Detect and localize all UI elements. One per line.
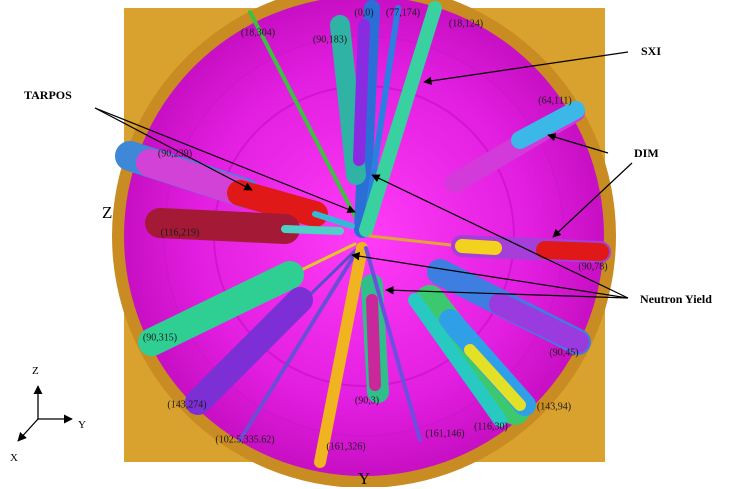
dim-arrow xyxy=(547,133,609,154)
z-axis-label: Z xyxy=(102,203,113,222)
port-label: (90,315) xyxy=(142,332,178,344)
diagnostic-tube xyxy=(138,261,304,356)
sxi-label: SXI xyxy=(641,44,662,58)
diagnostic-tube xyxy=(314,242,368,468)
port-label: (64,111) xyxy=(538,95,572,107)
diagnostic-tube xyxy=(136,149,254,206)
diagnostic-tube xyxy=(455,239,502,255)
port-label: (90,3) xyxy=(354,395,380,407)
callout-arrows xyxy=(94,51,633,299)
diagnostic-tube xyxy=(364,246,422,442)
dim-label: DIM xyxy=(634,146,659,160)
neutron-yield-label: Neutron Yield xyxy=(640,292,712,306)
diagnostic-tube xyxy=(281,225,344,235)
diagnostic-tube xyxy=(536,241,609,261)
neutron-yield-arrow xyxy=(385,286,629,299)
diagnostic-tube xyxy=(359,1,442,237)
diagnostic-tube xyxy=(312,211,355,229)
neutron-yield-arrow xyxy=(371,174,629,299)
port-label: (90,239) xyxy=(157,148,193,160)
y-axis-label: Y xyxy=(358,469,371,488)
sxi-arrow xyxy=(423,51,629,86)
port-label: (0,0) xyxy=(354,7,374,19)
dim-arrow xyxy=(552,162,633,238)
diagnostic-tube xyxy=(248,10,364,232)
port-label: (143,274) xyxy=(167,399,207,411)
diagnostic-tube xyxy=(408,293,507,427)
diagnostic-tube xyxy=(227,180,328,227)
port-label: (77,174) xyxy=(385,7,421,19)
port-label: (143,94) xyxy=(536,401,572,413)
diagnostic-tubes xyxy=(115,0,611,468)
port-label: (116,219) xyxy=(160,227,200,239)
diagnostic-tube xyxy=(353,19,370,166)
tarpos-arrow xyxy=(94,107,356,214)
port-label: (90,45) xyxy=(549,347,579,359)
port-label: (161,326) xyxy=(326,441,366,453)
port-label: (90,78) xyxy=(578,261,608,273)
diagnostic-tube xyxy=(366,294,381,391)
diagnostic-tube xyxy=(464,344,526,411)
axis-triad xyxy=(17,385,73,442)
port-label: (116,30) xyxy=(474,421,508,433)
triad-x-label: X xyxy=(10,452,18,464)
diagnostic-tube xyxy=(238,244,362,442)
diagnostic-tube xyxy=(330,15,366,185)
tarpos-arrow xyxy=(94,107,253,191)
tarpos-label: TARPOS xyxy=(24,88,72,102)
triad-x-axis xyxy=(17,418,39,442)
triad-z-label: Z xyxy=(32,365,39,377)
diagnostic-tube xyxy=(354,0,380,238)
diagnostic-tube xyxy=(185,287,313,415)
port-label: (18,304) xyxy=(240,27,276,39)
diagnostic-tube xyxy=(489,293,589,353)
neutron-yield-arrow xyxy=(351,252,629,299)
diagnostic-tube xyxy=(145,208,300,244)
port-label: (161,146) xyxy=(425,428,465,440)
port-label: (102.5,335.62) xyxy=(215,434,275,446)
diagnostic-tube xyxy=(368,234,462,248)
triad-y-label: Y xyxy=(78,419,86,431)
diagnostic-tube xyxy=(511,101,585,149)
port-label: (90,183) xyxy=(312,34,348,46)
port-label: (18,124) xyxy=(448,18,484,30)
